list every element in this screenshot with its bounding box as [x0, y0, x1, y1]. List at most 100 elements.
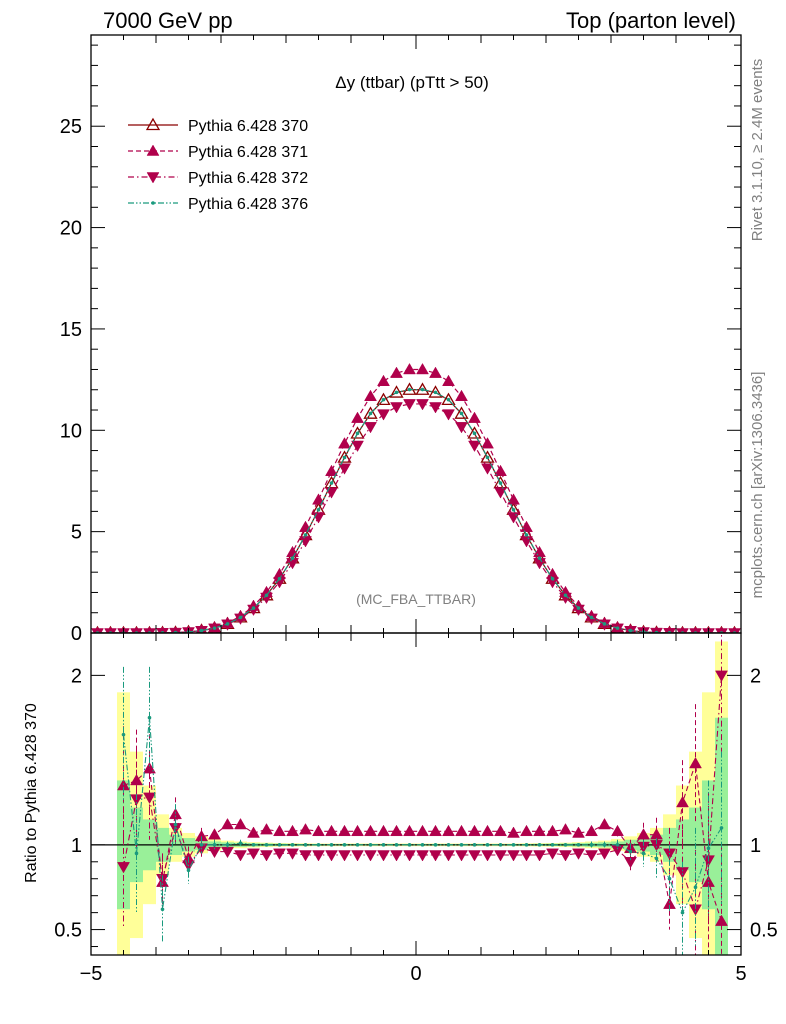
ratio-1-point-41	[624, 857, 637, 869]
series-1-point-24	[403, 362, 416, 375]
series-3-point-23	[394, 390, 399, 395]
ratio-2-point-25	[420, 843, 425, 847]
legend: Pythia 6.428 370 Pythia 6.428 371 Pythia 6…	[128, 117, 308, 213]
x-tick-label: 5	[735, 963, 746, 985]
ratio-1-point-12	[247, 848, 260, 860]
series-3-point-13	[264, 593, 269, 598]
ratio-0-point-16	[299, 823, 312, 835]
ratio-2-point-8	[199, 843, 204, 847]
x-tick-label: −5	[80, 963, 103, 985]
chart-title: Δy (ttbar) (pTtt > 50)	[335, 73, 489, 92]
series-3-point-37	[576, 606, 581, 610]
ratio-1-point-13	[260, 850, 273, 862]
ratio-2-point-18	[329, 843, 334, 847]
ratio-1-point-19	[338, 850, 351, 862]
ratio-0-point-35	[546, 824, 559, 837]
x-tick-label: 0	[410, 963, 421, 985]
ratio-0-point-38	[585, 824, 598, 837]
series-1-point-23	[390, 366, 403, 378]
ratio-1-point-25	[416, 850, 429, 862]
series-2-point-46	[689, 628, 702, 633]
ratio-1-point-14	[273, 848, 286, 860]
legend-entry-1: Pythia 6.428 371	[128, 144, 308, 161]
ratio-1-point-33	[520, 850, 533, 862]
series-2-point-21	[364, 422, 377, 434]
series-2-point-19	[338, 463, 351, 475]
series-2-point-25	[416, 399, 429, 411]
ratio-0-point-29	[468, 824, 481, 837]
series-2-point-1	[104, 628, 117, 633]
series-0-point-29	[467, 426, 482, 439]
series-3-point-35	[550, 576, 555, 581]
ratio-0-point-36	[559, 823, 572, 835]
ratio-0-point-23	[390, 824, 403, 837]
ratio-2-point-39	[602, 843, 607, 847]
ratio-0-point-45	[676, 795, 689, 808]
legend-entry-0: Pythia 6.428 370	[128, 117, 308, 135]
series-3-point-29	[472, 431, 477, 436]
series-0-point-20	[350, 426, 365, 439]
series-2-point-36	[559, 592, 572, 605]
series-3-point-39	[602, 622, 607, 626]
ratio-0-point-25	[416, 824, 429, 837]
ratio-1-point-17	[312, 850, 325, 862]
series-3-point-26	[433, 390, 438, 395]
ratio-2-point-7	[186, 868, 191, 873]
axis-tick-labels: −5 0 5 0 5 10 15 20 25 0.5 0.5 1 1 2 2	[54, 116, 778, 985]
series-2-point-22	[377, 409, 390, 421]
main-y-tick-label: 0	[71, 623, 82, 645]
series-2-point-24	[403, 399, 416, 411]
series-3-point-30	[485, 455, 490, 460]
ratio-y-tick-label-right: 1	[750, 835, 761, 857]
ratio-1-point-4	[143, 792, 156, 804]
ratio-0-point-18	[325, 824, 338, 837]
series-3-point-11	[238, 615, 243, 620]
ratio-0-point-19	[338, 824, 351, 837]
series-3-point-32	[511, 507, 516, 512]
ratio-1-point-18	[325, 850, 338, 862]
ratio-0-point-24	[403, 824, 416, 837]
series-3-point-36	[563, 593, 568, 598]
ratio-0-point-28	[455, 824, 468, 837]
series-2-point-45	[676, 628, 689, 633]
ratio-0-point-34	[533, 824, 546, 837]
series-3-point-22	[381, 397, 386, 402]
series-3-point-9	[212, 626, 217, 630]
ratio-2-point-24	[407, 843, 412, 847]
axis-ticks	[90, 35, 742, 955]
ratio-1-point-29	[468, 850, 481, 862]
ratio-1-point-31	[494, 850, 507, 862]
ratio-series-1	[117, 633, 728, 955]
band-stat-48	[715, 717, 728, 955]
ratio-1-point-30	[481, 850, 494, 862]
series-3-point-21	[368, 411, 373, 416]
series-1-point-33	[520, 520, 533, 532]
ratio-0-point-15	[286, 824, 299, 837]
ratio-2-point-2	[121, 732, 126, 737]
ratio-1-point-27	[442, 850, 455, 862]
series-2-point-20	[351, 440, 364, 452]
ratio-line-2-0	[122, 717, 722, 914]
series-3-point-19	[342, 455, 347, 460]
ratio-1-point-48	[715, 670, 728, 682]
series-3-point-41	[628, 628, 633, 633]
analysis-watermark: (MC_FBA_TTBAR)	[356, 591, 476, 607]
ratio-2-point-38	[589, 843, 594, 847]
legend-marker-3	[151, 201, 155, 205]
ratio-1-point-11	[234, 850, 247, 862]
ratio-1-point-38	[585, 850, 598, 862]
series-0-point-27	[441, 392, 456, 406]
header-left-label: 7000 GeV pp	[103, 8, 233, 33]
ratio-2-point-13	[264, 843, 269, 847]
series-1-point-26	[429, 366, 442, 378]
ratio-2-point-37	[576, 843, 581, 847]
ratio-2-point-22	[381, 843, 386, 847]
ratio-0-point-26	[429, 824, 442, 837]
series-2-point-31	[494, 487, 507, 499]
series-1-point-21	[364, 389, 377, 401]
series-1-point-17	[312, 493, 325, 505]
series-3-point-28	[459, 411, 464, 416]
series-1-point-19	[338, 437, 351, 449]
ratio-2-point-33	[524, 843, 529, 847]
ratio-2-point-3	[134, 851, 139, 856]
